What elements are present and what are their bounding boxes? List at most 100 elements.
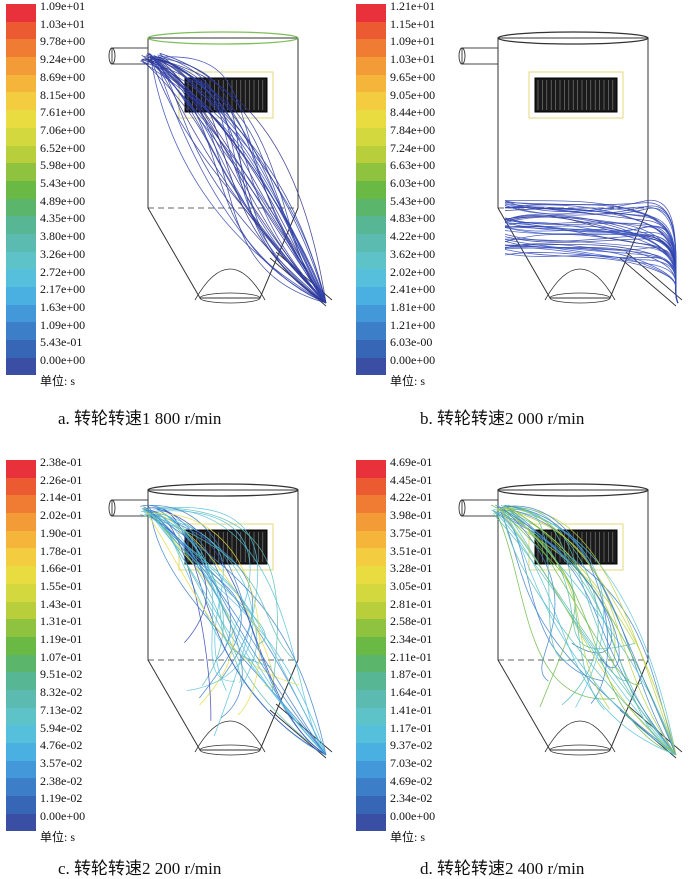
- streamline: [490, 504, 677, 756]
- colorbar-swatch: [356, 477, 386, 496]
- colorbar-swatch: [6, 322, 36, 341]
- colorbar-swatch: [6, 269, 36, 287]
- colorbar-swatch: [356, 672, 386, 690]
- colorbar-tick-label: 4.76e-02: [40, 738, 83, 753]
- colorbar-swatch: [356, 601, 386, 620]
- streamline: [154, 513, 254, 681]
- classifier-model: [100, 0, 348, 375]
- streamline: [142, 58, 327, 304]
- colorbar-tick-label: 2.58e-01: [390, 614, 433, 629]
- colorbar: [6, 460, 36, 832]
- colorbar-swatch: [356, 110, 386, 128]
- inlet-pipe: [461, 47, 499, 65]
- outlet-rim: [199, 744, 261, 756]
- colorbar-swatch: [356, 269, 386, 287]
- colorbar-tick-label: 6.63e+00: [390, 158, 436, 173]
- classifier-model: [450, 0, 698, 375]
- colorbar-swatch: [6, 513, 36, 531]
- colorbar-swatch: [356, 21, 386, 40]
- colorbar-swatch: [6, 92, 36, 111]
- streamline: [143, 507, 299, 686]
- streamline: [147, 512, 227, 691]
- streamline: [156, 510, 251, 646]
- streamline: [509, 508, 576, 661]
- outlet-arc: [544, 268, 616, 301]
- colorbar-swatch: [6, 778, 36, 797]
- colorbar-tick-label: 1.43e-01: [40, 596, 83, 611]
- colorbar-tick-label: 0.00e+00: [40, 809, 86, 823]
- vessel-top-rim: [497, 483, 649, 497]
- colorbar-tick-label: 2.14e-01: [40, 490, 83, 505]
- colorbar-tick-label: 1.15e+01: [390, 16, 436, 31]
- colorbar-tick-label: 3.28e-01: [390, 561, 433, 576]
- colorbar-swatch: [356, 180, 386, 199]
- streamline: [145, 506, 234, 706]
- colorbar-tick-label: 2.38e-02: [40, 773, 83, 788]
- classifier-model: [100, 438, 348, 813]
- colorbar-swatch: [356, 760, 386, 779]
- colorbar-swatch: [356, 287, 386, 305]
- streamline: [496, 513, 616, 700]
- colorbar-swatch: [356, 495, 386, 514]
- streamline: [150, 56, 327, 304]
- colorbar-tick-label: 0.00e+00: [390, 809, 436, 823]
- colorbar-swatch: [356, 707, 386, 726]
- classifier-wheel: [534, 77, 618, 113]
- classifier-outline: [458, 483, 683, 759]
- streamline: [504, 200, 679, 304]
- streamline: [144, 513, 236, 682]
- colorbar-tick-label: 2.11e-01: [390, 649, 432, 664]
- streamline: [495, 504, 620, 669]
- colorbar: [356, 4, 386, 376]
- panel-b: 1.21e+01 1.15e+01 1.09e+01 1.03e+01 9.65e+00…: [350, 0, 700, 438]
- colorbar-swatch: [6, 743, 36, 761]
- colorbar-swatch: [6, 233, 36, 252]
- colorbar-swatch: [356, 251, 386, 270]
- vessel-top-rim: [147, 31, 299, 45]
- streamline: [149, 510, 266, 645]
- streamline: [496, 514, 603, 682]
- colorbar-tick-label: 2.38e-01: [40, 455, 83, 469]
- colorbar-tick-label: 7.13e-02: [40, 702, 83, 717]
- colorbar-tick-label: 2.81e-01: [390, 596, 433, 611]
- colorbar-swatch: [6, 163, 36, 181]
- streamline: [156, 508, 327, 756]
- colorbar-tick-label: 9.24e+00: [40, 52, 86, 67]
- streamline: [157, 514, 241, 683]
- colorbar-tick-label: 8.15e+00: [40, 87, 86, 102]
- colorbar-swatch: [356, 322, 386, 341]
- colorbar-swatch: [6, 707, 36, 726]
- streamline: [155, 505, 272, 667]
- colorbar-tick-label: 3.26e+00: [40, 246, 86, 261]
- inlet-pipe: [461, 499, 499, 517]
- streamline: [508, 507, 677, 756]
- unit-label: 单位: s: [40, 830, 76, 844]
- colorbar-tick-label: 5.94e-02: [40, 720, 83, 735]
- outlet-rim: [549, 744, 611, 756]
- streamline: [157, 509, 327, 756]
- colorbar-tick-label: 4.69e-01: [390, 455, 433, 469]
- colorbar-tick-label: 1.21e+00: [390, 317, 436, 332]
- colorbar-swatch: [6, 760, 36, 779]
- colorbar-swatch: [356, 340, 386, 358]
- colorbar-swatch: [356, 163, 386, 181]
- panel-caption: c. 转轮转速2 200 r/min: [58, 859, 222, 878]
- streamline: [507, 504, 605, 708]
- streamline: [500, 508, 605, 711]
- colorbar-tick-label: 9.51e-02: [40, 667, 83, 682]
- colorbar-tick-label: 2.34e-01: [390, 632, 433, 646]
- colorbar-tick-label: 3.05e-01: [390, 578, 433, 593]
- panel-a: 1.09e+01 1.03e+01 9.78e+00 9.24e+00 8.69e+00…: [0, 0, 350, 438]
- classifier-model: [450, 438, 698, 813]
- outlet-arc: [194, 720, 266, 753]
- unit-label: 单位: s: [40, 374, 76, 388]
- colorbar-swatch: [6, 477, 36, 496]
- colorbar-tick-label: 4.35e+00: [40, 211, 86, 226]
- colorbar-tick-label: 1.64e-01: [390, 685, 433, 700]
- colorbar-swatch: [6, 548, 36, 567]
- colorbar-swatch: [356, 689, 386, 708]
- streamline: [503, 507, 677, 756]
- colorbar-swatch: [356, 357, 386, 376]
- unit-label: 单位: s: [390, 374, 426, 388]
- streamline: [493, 511, 677, 756]
